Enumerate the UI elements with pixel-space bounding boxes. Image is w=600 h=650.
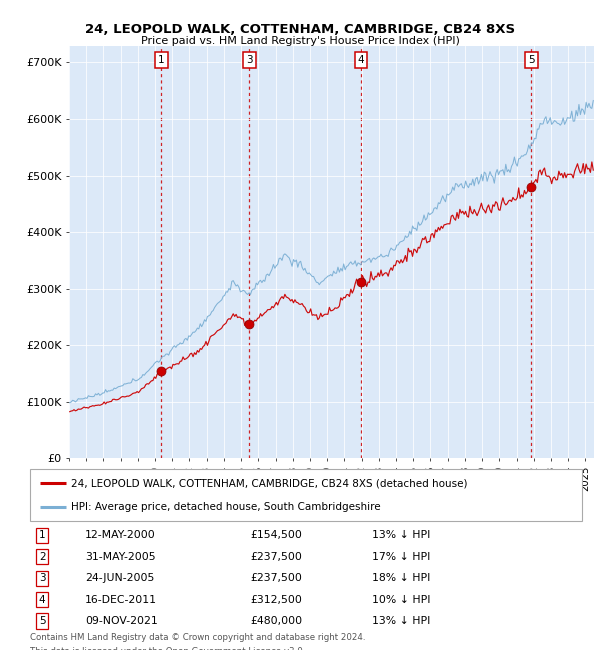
Text: HPI: Average price, detached house, South Cambridgeshire: HPI: Average price, detached house, Sout… xyxy=(71,502,381,512)
Text: £154,500: £154,500 xyxy=(251,530,302,540)
Text: 5: 5 xyxy=(528,55,535,65)
Text: £237,500: £237,500 xyxy=(251,573,302,583)
Text: Price paid vs. HM Land Registry's House Price Index (HPI): Price paid vs. HM Land Registry's House … xyxy=(140,36,460,46)
Text: £237,500: £237,500 xyxy=(251,552,302,562)
Text: 31-MAY-2005: 31-MAY-2005 xyxy=(85,552,156,562)
Text: 4: 4 xyxy=(39,595,46,604)
Text: 13% ↓ HPI: 13% ↓ HPI xyxy=(372,616,431,626)
Text: 24-JUN-2005: 24-JUN-2005 xyxy=(85,573,155,583)
Text: 24, LEOPOLD WALK, COTTENHAM, CAMBRIDGE, CB24 8XS (detached house): 24, LEOPOLD WALK, COTTENHAM, CAMBRIDGE, … xyxy=(71,478,468,488)
Text: 24, LEOPOLD WALK, COTTENHAM, CAMBRIDGE, CB24 8XS: 24, LEOPOLD WALK, COTTENHAM, CAMBRIDGE, … xyxy=(85,23,515,36)
Text: 3: 3 xyxy=(39,573,46,583)
Text: 12-MAY-2000: 12-MAY-2000 xyxy=(85,530,156,540)
Text: 18% ↓ HPI: 18% ↓ HPI xyxy=(372,573,431,583)
Text: 13% ↓ HPI: 13% ↓ HPI xyxy=(372,530,431,540)
Text: £480,000: £480,000 xyxy=(251,616,303,626)
Text: 10% ↓ HPI: 10% ↓ HPI xyxy=(372,595,431,604)
Text: 16-DEC-2011: 16-DEC-2011 xyxy=(85,595,157,604)
Text: 1: 1 xyxy=(158,55,165,65)
Text: 17% ↓ HPI: 17% ↓ HPI xyxy=(372,552,431,562)
Text: £312,500: £312,500 xyxy=(251,595,302,604)
FancyBboxPatch shape xyxy=(30,469,582,521)
Text: This data is licensed under the Open Government Licence v3.0.: This data is licensed under the Open Gov… xyxy=(30,647,305,650)
Text: 09-NOV-2021: 09-NOV-2021 xyxy=(85,616,158,626)
Text: 1: 1 xyxy=(39,530,46,540)
Text: 2: 2 xyxy=(39,552,46,562)
Text: Contains HM Land Registry data © Crown copyright and database right 2024.: Contains HM Land Registry data © Crown c… xyxy=(30,633,365,642)
Text: 4: 4 xyxy=(358,55,364,65)
Text: 3: 3 xyxy=(246,55,253,65)
Text: 5: 5 xyxy=(39,616,46,626)
